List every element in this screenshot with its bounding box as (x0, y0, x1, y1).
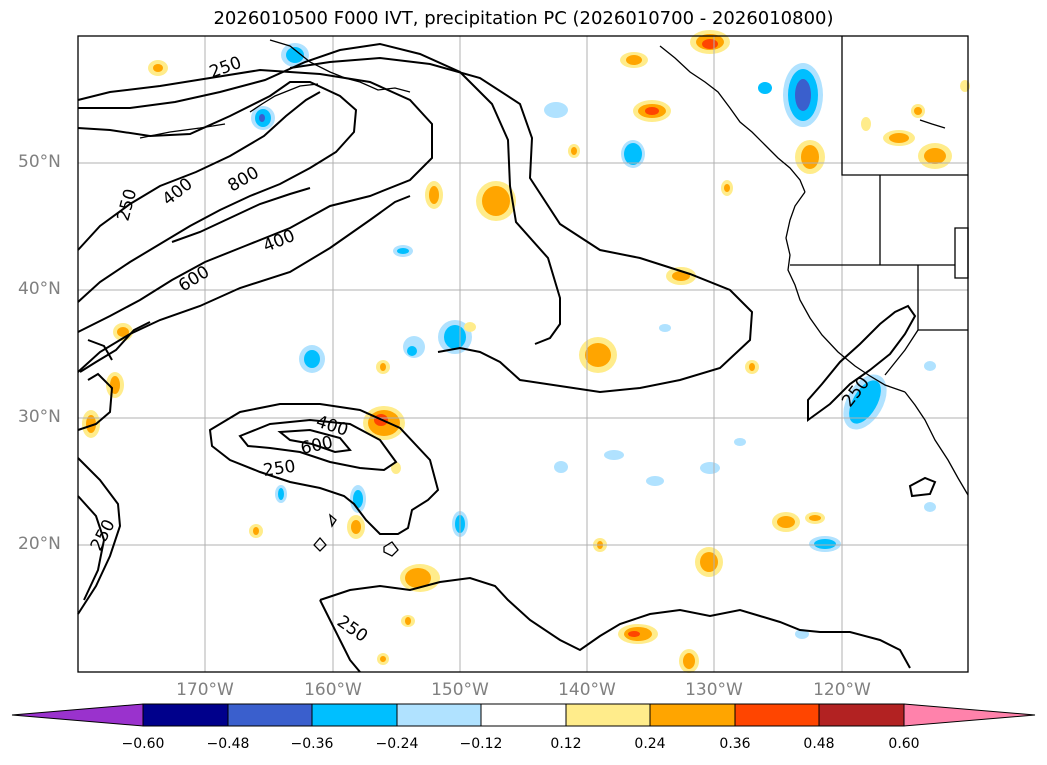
colorbar-tick: 0.24 (634, 736, 666, 752)
contour-label: 600 (175, 262, 213, 296)
lon-label-130w: 130°W (685, 680, 743, 700)
precipitation-patches (82, 30, 970, 673)
lon-label-170w: 170°W (176, 680, 234, 700)
contour-label: 250 (333, 612, 371, 647)
lon-label-150w: 150°W (431, 680, 489, 700)
colorbar-tick: −0.48 (206, 736, 250, 752)
map-frame (77, 35, 969, 673)
contour-label: 600 (299, 433, 335, 459)
lat-label-30n: 30°N (18, 407, 61, 427)
colorbar-tick: −0.12 (459, 736, 503, 752)
colorbar-tick: 0.48 (803, 736, 835, 752)
contour-label: 250 (262, 457, 297, 481)
contour-label: 800 (225, 163, 263, 197)
contour-label: 400 (159, 174, 197, 210)
contour-label: 250 (87, 516, 120, 554)
colorbar-tick: 0.60 (888, 736, 920, 752)
colorbar-tick: −0.36 (290, 736, 334, 752)
lat-label-20n: 20°N (18, 534, 61, 554)
map-title: 2026010500 F000 IVT, precipitation PC (2… (213, 8, 834, 29)
colorbar-tick: −0.60 (121, 736, 165, 752)
lon-label-160w: 160°W (304, 680, 362, 700)
lon-label-120w: 120°W (813, 680, 871, 700)
lat-label-50n: 50°N (18, 152, 61, 172)
lon-label-140w: 140°W (558, 680, 616, 700)
lat-label-40n: 40°N (18, 279, 61, 299)
graticule (78, 36, 968, 672)
ivt-contours (77, 42, 937, 673)
colorbar (11, 703, 1036, 727)
contour-label: 400 (260, 226, 298, 257)
colorbar-tick: 0.36 (719, 736, 751, 752)
contour-label: 250 (207, 53, 244, 83)
colorbar-tick: 0.12 (550, 736, 582, 752)
contour-label: 250 (114, 187, 142, 224)
colorbar-tick: −0.24 (375, 736, 419, 752)
